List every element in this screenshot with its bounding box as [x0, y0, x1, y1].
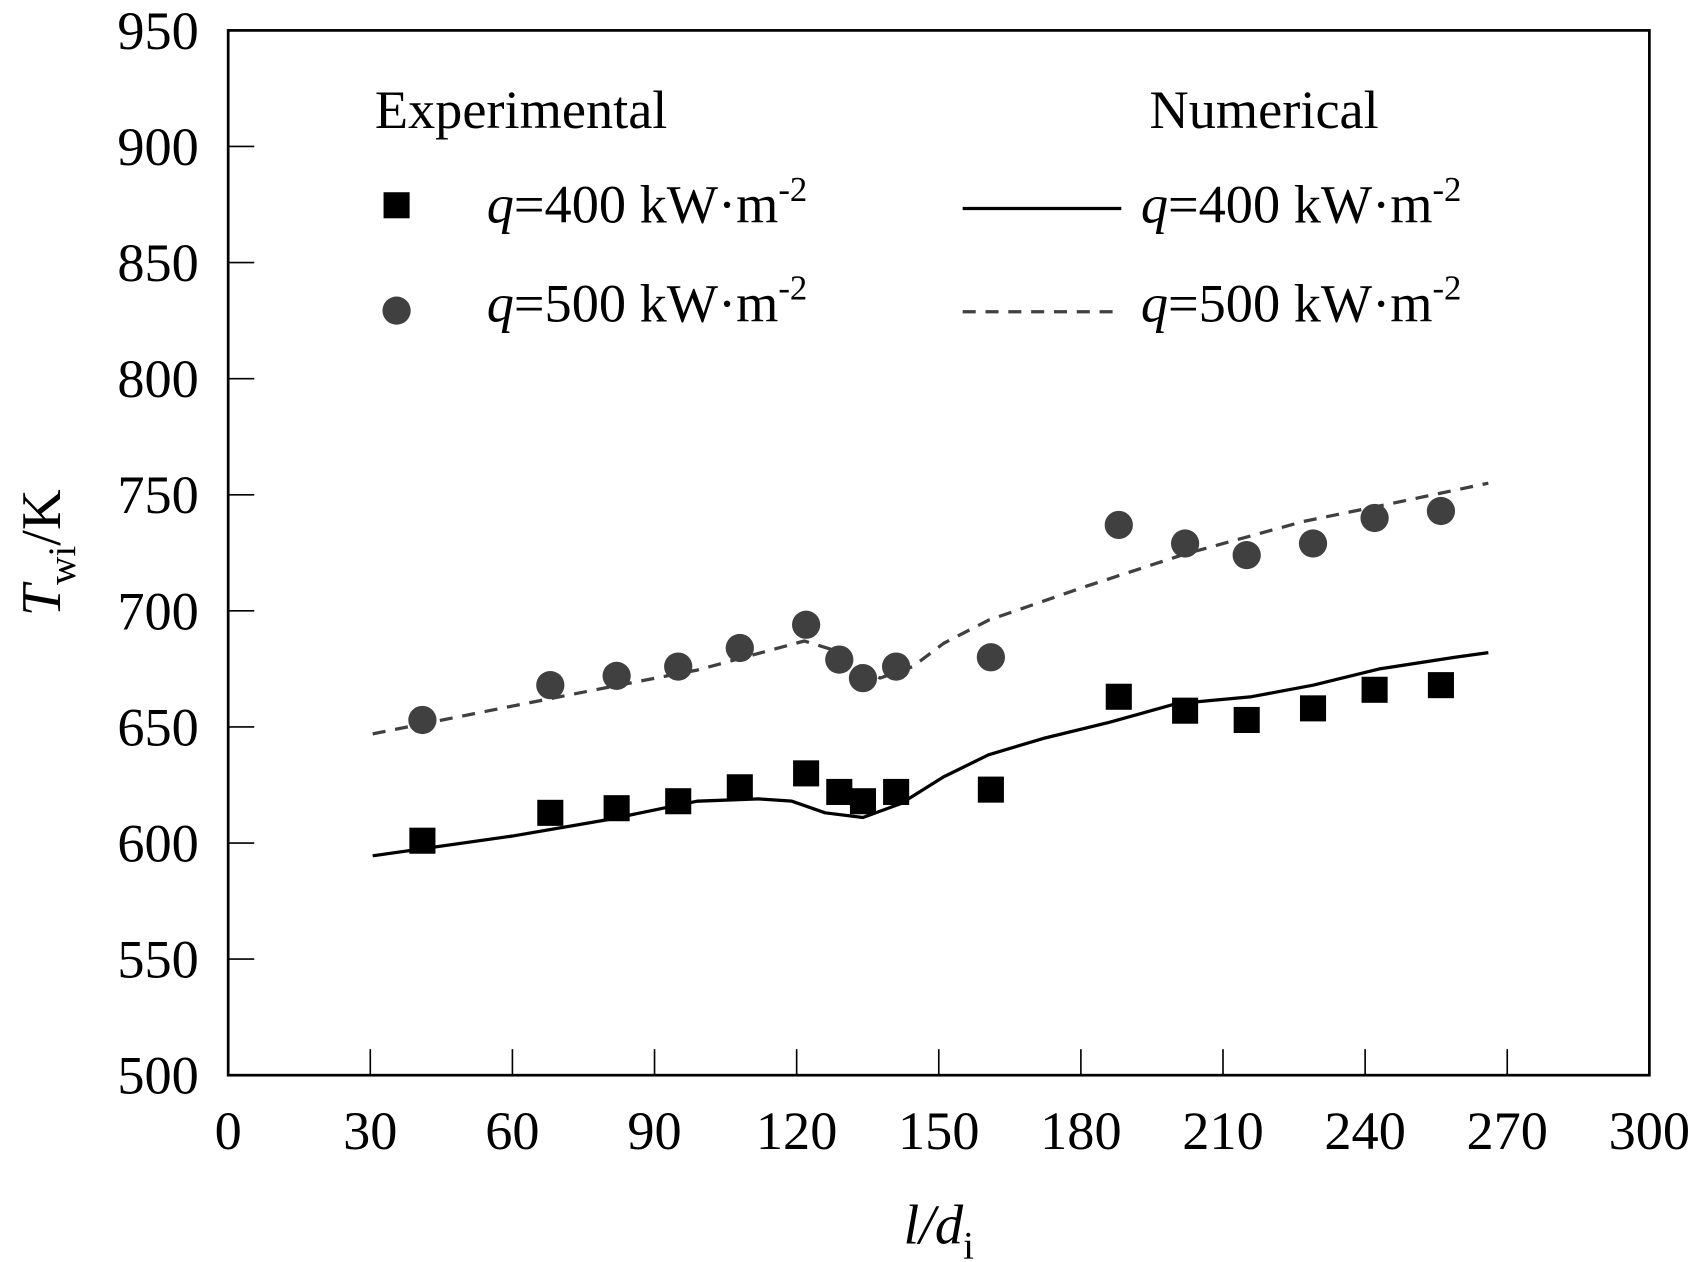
x-tick-label: 270 [1467, 1101, 1548, 1161]
y-tick-label: 850 [117, 233, 198, 293]
x-tick-label: 0 [215, 1101, 242, 1161]
data-point-circle [536, 671, 565, 700]
data-point-circle [825, 645, 854, 674]
legend: Experimental Numerical q=400 kW·m-2 q=50… [375, 80, 1462, 333]
data-point-circle [1232, 541, 1261, 570]
data-point-circle [1360, 503, 1389, 533]
y-tick-label: 900 [117, 117, 198, 177]
y-axis-label: Twi/K [11, 489, 84, 616]
y-tick-label: 700 [117, 581, 198, 641]
data-point-circle [976, 643, 1006, 672]
data-point-circle [1170, 529, 1200, 558]
series-line [372, 481, 1489, 736]
data-point-square [1105, 683, 1132, 710]
data-point-square [537, 799, 564, 826]
series-0 [409, 672, 1454, 854]
y-tick-label: 800 [117, 349, 198, 409]
y-tick-label: 650 [117, 697, 198, 757]
data-point-circle [408, 705, 437, 735]
y-tick-label: 950 [117, 1, 198, 61]
axis-ticks: 0 30 60 90 120 150 180 210 240 270 300 500 550 600 650… [117, 1, 1690, 1161]
y-tick-label: 550 [117, 930, 198, 990]
x-tick-label: 180 [1040, 1101, 1121, 1161]
data-point-square [1427, 672, 1454, 699]
series-2 [372, 650, 1489, 858]
legend-marker-circle [382, 296, 411, 325]
legend-label-exp-500: q=500 kW·m-2 [487, 269, 808, 334]
legend-title-numerical: Numerical [1150, 80, 1379, 140]
y-tick-label: 500 [117, 1046, 198, 1106]
data-point-square [826, 778, 853, 805]
series-line [372, 650, 1489, 858]
data-point-square [726, 774, 753, 801]
series-3 [372, 481, 1489, 736]
data-point-square [1361, 676, 1388, 703]
data-point-circle [725, 633, 754, 663]
data-point-square [793, 760, 820, 787]
data-point-square [849, 788, 877, 815]
series-1 [408, 496, 1456, 735]
data-point-square [977, 776, 1004, 803]
data-point-circle [1104, 510, 1133, 540]
data-point-square [665, 788, 692, 815]
x-tick-label: 30 [343, 1101, 397, 1161]
x-tick-label: 300 [1609, 1101, 1690, 1161]
x-tick-label: 210 [1182, 1101, 1263, 1161]
x-axis-label: l/di [904, 1195, 975, 1262]
data-point-circle [791, 610, 821, 639]
y-tick-label: 750 [117, 465, 198, 525]
y-tick-label: 600 [117, 813, 198, 873]
legend-label-exp-400: q=400 kW·m-2 [487, 170, 808, 235]
x-tick-label: 60 [485, 1101, 539, 1161]
data-point-square [1299, 695, 1327, 722]
data-point-circle [602, 661, 631, 690]
legend-title-experimental: Experimental [375, 80, 668, 140]
x-tick-label: 150 [898, 1101, 979, 1161]
data-point-circle [1298, 529, 1328, 558]
x-tick-label: 90 [627, 1101, 681, 1161]
x-tick-label: 240 [1324, 1101, 1405, 1161]
legend-label-num-400: q=400 kW·m-2 [1141, 170, 1462, 235]
legend-label-num-500: q=500 kW·m-2 [1141, 269, 1462, 334]
plot-marks [372, 481, 1489, 858]
legend-marker-square [383, 192, 410, 219]
data-point-square [1233, 706, 1260, 734]
x-tick-label: 120 [756, 1101, 837, 1161]
data-point-circle [1426, 496, 1456, 526]
